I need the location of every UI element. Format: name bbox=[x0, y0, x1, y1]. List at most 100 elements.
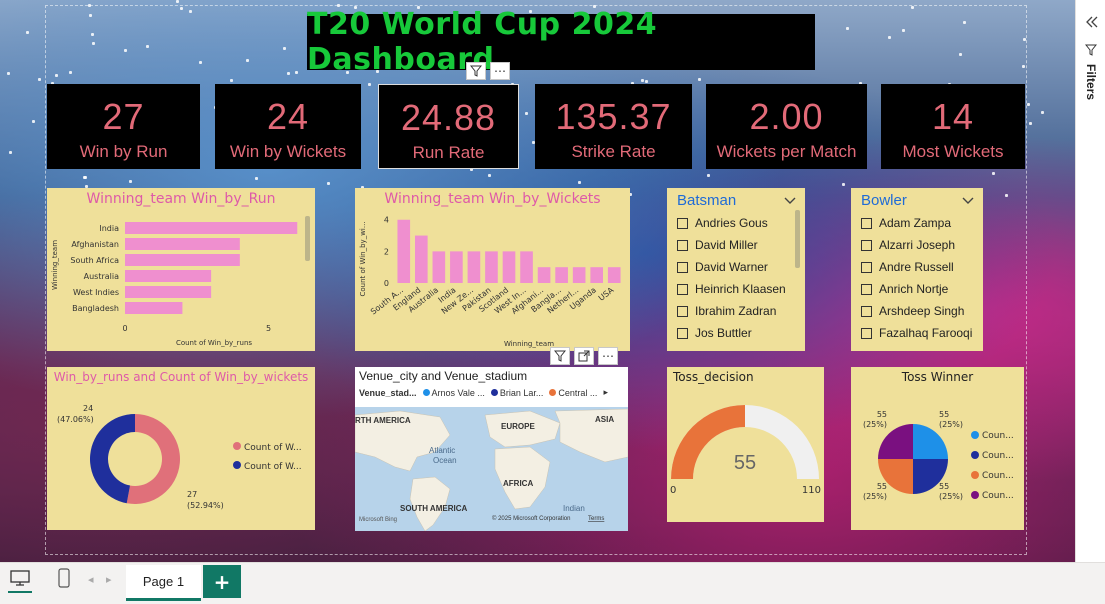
chevron-down-icon[interactable] bbox=[783, 196, 797, 206]
chart-win-by-wickets[interactable]: Winning_team Win_by_Wickets South A... En… bbox=[355, 188, 630, 351]
slicer-header[interactable]: Bowler bbox=[851, 188, 983, 209]
checkbox[interactable] bbox=[861, 283, 872, 295]
map-legend-item[interactable]: Central ... bbox=[549, 388, 597, 398]
next-page-icon[interactable]: ▸ bbox=[106, 573, 112, 586]
page-tab-1[interactable]: Page 1 bbox=[126, 565, 201, 601]
kpi-value: 27 bbox=[102, 96, 145, 137]
checkbox[interactable] bbox=[861, 327, 872, 339]
filter-icon[interactable] bbox=[466, 62, 486, 80]
kpi-card-most-wickets[interactable]: 14 Most Wickets bbox=[881, 84, 1025, 169]
slicer-item[interactable]: David Miller bbox=[667, 234, 805, 256]
data-label-pct: (25%) bbox=[863, 420, 887, 429]
filter-icon[interactable] bbox=[550, 347, 570, 365]
kpi-card-win-by-wickets[interactable]: 24 Win by Wickets bbox=[215, 84, 361, 169]
add-page-button[interactable]: + bbox=[203, 565, 241, 598]
slicer-item-label: David Miller bbox=[695, 238, 758, 252]
bar bbox=[125, 254, 240, 266]
chart-runs-vs-wickets-donut[interactable]: Win_by_runs and Count of Win_by_wickets … bbox=[47, 367, 315, 530]
category-label: Bangladesh bbox=[72, 304, 119, 313]
checkbox[interactable] bbox=[677, 305, 688, 317]
bing-logo: Microsoft Bing bbox=[359, 517, 397, 523]
chevron-down-icon[interactable] bbox=[961, 196, 975, 206]
desktop-view-icon[interactable] bbox=[10, 569, 30, 587]
chart-title: Winning_team Win_by_Run bbox=[86, 191, 276, 207]
kpi-label: Win by Run bbox=[79, 142, 168, 161]
gauge-min-label: 0 bbox=[670, 485, 676, 496]
slicer-item[interactable]: Adam Zampa bbox=[851, 212, 983, 234]
checkbox[interactable] bbox=[677, 261, 688, 273]
slicer-item[interactable]: David Warner bbox=[667, 256, 805, 278]
donut-slice bbox=[126, 414, 181, 504]
slicer-item[interactable]: Heinrich Klaasen bbox=[667, 278, 805, 300]
slicer-item[interactable]: Alzarri Joseph bbox=[851, 234, 983, 256]
slicer-scrollbar[interactable] bbox=[795, 210, 800, 268]
checkbox[interactable] bbox=[677, 217, 688, 229]
checkbox[interactable] bbox=[861, 217, 872, 229]
slicer-item[interactable]: Jos Buttler bbox=[667, 322, 805, 344]
filters-label[interactable]: Filters bbox=[1084, 64, 1098, 101]
x-axis-title: Count of Win_by_runs bbox=[176, 339, 252, 347]
slicer-item[interactable]: Arshdeep Singh bbox=[851, 300, 983, 322]
checkbox[interactable] bbox=[861, 305, 872, 317]
dashboard-title-box[interactable]: T20 World Cup 2024 Dashboard bbox=[307, 7, 815, 77]
legend-next-icon[interactable]: ▸ bbox=[603, 387, 608, 397]
chart-title: Win_by_runs and Count of Win_by_wickets bbox=[53, 370, 309, 384]
checkbox[interactable] bbox=[677, 239, 688, 251]
slicer-item-label: David Warner bbox=[695, 260, 768, 274]
chart-win-by-run[interactable]: Winning_team Win_by_Run India Afghanistan… bbox=[47, 188, 315, 351]
collapse-chevrons-icon[interactable] bbox=[1085, 16, 1099, 28]
data-label-pct: (47.06%) bbox=[57, 415, 94, 424]
kpi-card-wickets-per-match[interactable]: 2.00 Wickets per Match bbox=[706, 84, 867, 169]
bar bbox=[450, 251, 463, 283]
bar bbox=[502, 251, 516, 283]
map-legend-item[interactable]: Arnos Vale ... bbox=[422, 388, 485, 398]
bar bbox=[607, 267, 621, 283]
kpi-value: 24.88 bbox=[400, 97, 497, 138]
data-label: 55 bbox=[939, 482, 949, 491]
bowler-slicer[interactable]: Bowler Adam Zampa Alzarri Joseph Andre Rus… bbox=[851, 188, 983, 351]
data-label: 24 bbox=[83, 404, 93, 413]
batsman-slicer[interactable]: Batsman Andries Gous David Miller David Wa… bbox=[667, 188, 805, 351]
map-legend-item[interactable]: Brian Lar... bbox=[490, 388, 543, 398]
kpi-card-run-rate[interactable]: 24.88 Run Rate bbox=[378, 84, 519, 169]
prev-page-icon[interactable]: ◂ bbox=[88, 573, 94, 586]
page-border bbox=[45, 5, 1027, 555]
slicer-header[interactable]: Batsman bbox=[667, 188, 805, 209]
checkbox[interactable] bbox=[677, 283, 688, 295]
tick-label: 2 bbox=[384, 247, 389, 256]
map-terms-link[interactable]: Terms bbox=[588, 516, 604, 522]
mobile-view-icon[interactable] bbox=[58, 568, 70, 588]
bar bbox=[125, 222, 298, 234]
focus-mode-icon[interactable] bbox=[574, 347, 594, 365]
chart-title: Toss_decision bbox=[673, 370, 754, 384]
chart-scrollbar[interactable] bbox=[305, 216, 310, 261]
slicer-item[interactable]: Andre Russell bbox=[851, 256, 983, 278]
world-map[interactable]: RTH AMERICA EUROPE ASIA Atlantic Ocean A… bbox=[355, 407, 628, 531]
more-options-icon[interactable]: ⋯ bbox=[598, 347, 618, 365]
more-options-icon[interactable]: ⋯ bbox=[490, 62, 510, 80]
chart-toss-winner-pie[interactable]: Toss Winner 55 (25%) 55 (25%) 55 (25%) 55 (25%)… bbox=[851, 367, 1024, 530]
kpi-card-strike-rate[interactable]: 135.37 Strike Rate bbox=[535, 84, 692, 169]
venue-map-visual[interactable]: Venue_city and Venue_stadium Venue_stad.… bbox=[355, 367, 628, 531]
slicer-item[interactable]: Anrich Nortje bbox=[851, 278, 983, 300]
pie-chart-plot: 55(25%)55(25%)55(25%)55(25%)Coun...Coun.… bbox=[863, 410, 1014, 501]
legend-label: Coun... bbox=[982, 451, 1014, 461]
checkbox[interactable] bbox=[861, 261, 872, 273]
kpi-label: Strike Rate bbox=[571, 142, 656, 161]
tick-label: 0 bbox=[384, 279, 389, 288]
kpi-value: 24 bbox=[266, 96, 310, 137]
kpi-card-win-by-run[interactable]: 27 Win by Run bbox=[47, 84, 200, 169]
slicer-item[interactable]: Andries Gous bbox=[667, 212, 805, 234]
filter-icon bbox=[1085, 44, 1097, 56]
slicer-item[interactable]: Ibrahim Zadran bbox=[667, 300, 805, 322]
slicer-item[interactable]: Fazalhaq Farooqi bbox=[851, 322, 983, 344]
data-label: 55 bbox=[939, 410, 949, 419]
filters-pane[interactable]: Filters bbox=[1075, 0, 1105, 562]
donut-chart-plot: 27 (52.94%) 24 (47.06%) Count of W... Count o… bbox=[57, 404, 302, 510]
dashboard-title: T20 World Cup 2024 Dashboard bbox=[307, 7, 658, 77]
checkbox[interactable] bbox=[677, 327, 688, 339]
bar bbox=[590, 267, 604, 283]
pie-slice bbox=[878, 424, 913, 459]
chart-toss-decision-gauge[interactable]: Toss_decision 55 0 110 bbox=[667, 367, 824, 522]
checkbox[interactable] bbox=[861, 239, 872, 251]
